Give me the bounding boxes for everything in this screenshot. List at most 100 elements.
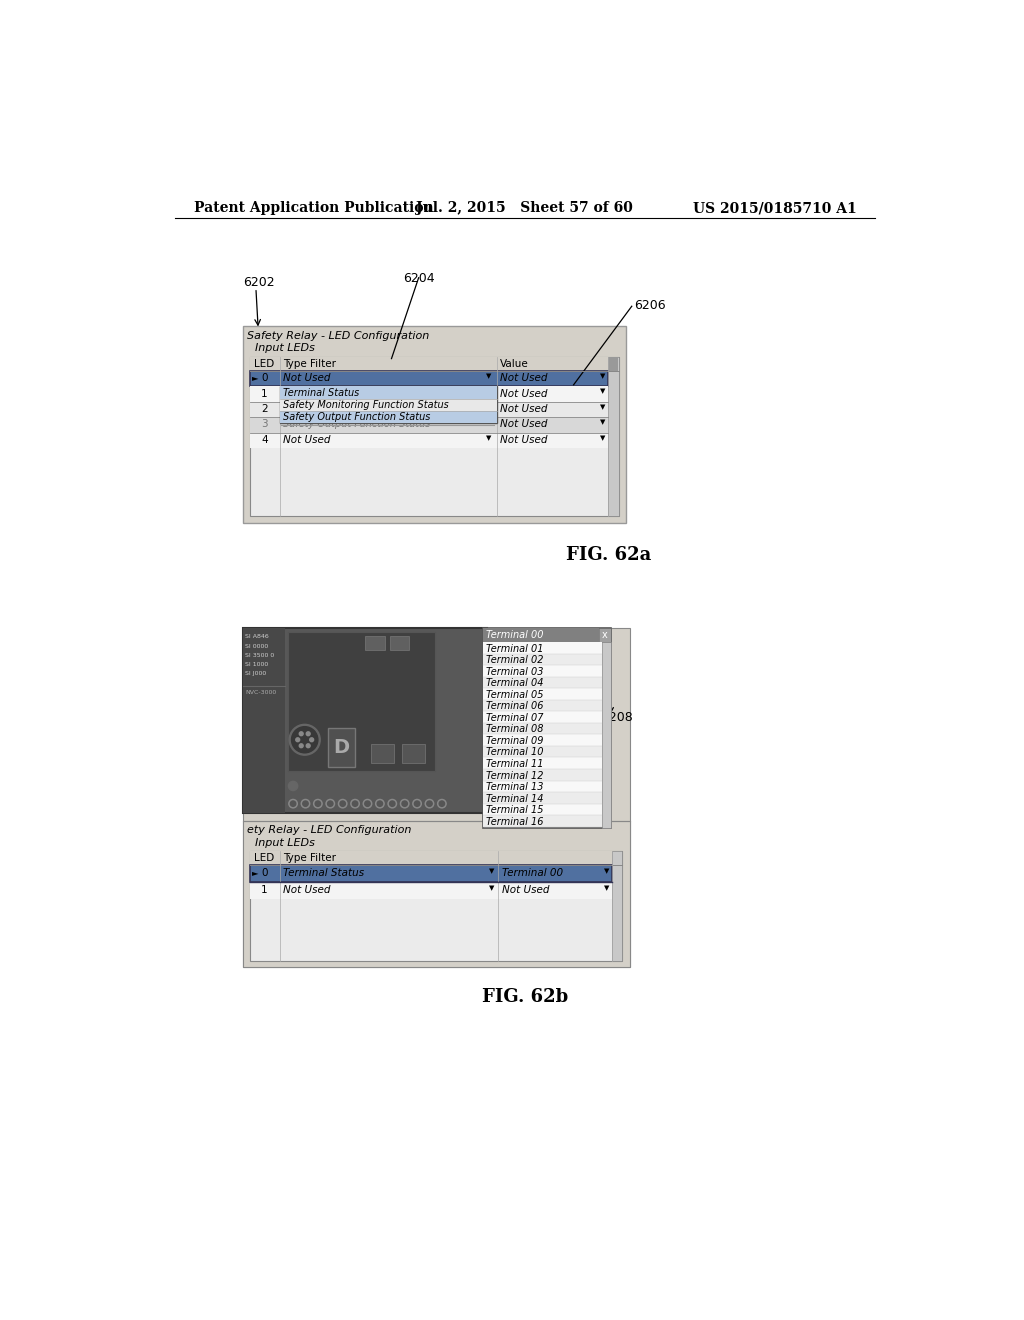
Bar (366, 636, 385, 649)
Bar (483, 642, 601, 653)
Text: Terminal 11: Terminal 11 (486, 759, 544, 770)
Text: Terminal 08: Terminal 08 (486, 725, 544, 734)
Bar (280, 387, 497, 424)
Text: ▼: ▼ (604, 886, 609, 891)
Text: x: x (602, 630, 608, 640)
Circle shape (303, 801, 308, 807)
Bar (608, 358, 617, 372)
Circle shape (437, 800, 446, 808)
Text: LED: LED (254, 853, 273, 863)
Text: Not Used: Not Used (283, 886, 331, 895)
Text: 6202: 6202 (243, 276, 274, 289)
Text: Not Used: Not Used (500, 388, 548, 399)
Text: Terminal Status: Terminal Status (283, 388, 359, 397)
Text: ▼: ▼ (600, 434, 605, 441)
Text: Terminal 09: Terminal 09 (486, 737, 544, 746)
Bar (483, 700, 601, 711)
Text: SI 1000: SI 1000 (245, 663, 268, 667)
Text: Terminal 02: Terminal 02 (486, 655, 544, 665)
Text: ►: ► (252, 869, 258, 878)
Circle shape (326, 800, 335, 808)
Text: ▼: ▼ (600, 420, 605, 425)
Text: Type Filter: Type Filter (283, 359, 336, 368)
Bar (251, 371, 607, 387)
Circle shape (351, 800, 359, 808)
Bar (483, 816, 601, 826)
Text: ▼: ▼ (489, 869, 495, 874)
Bar (280, 387, 497, 399)
Bar (328, 729, 355, 767)
Text: Not Used: Not Used (500, 420, 548, 429)
Circle shape (328, 801, 333, 807)
Text: 0: 0 (261, 869, 268, 878)
Circle shape (289, 725, 321, 755)
Text: Not Used: Not Used (283, 388, 331, 399)
Bar (390, 636, 410, 649)
Text: FIG. 62b: FIG. 62b (481, 989, 568, 1006)
Text: US 2015/0185710 A1: US 2015/0185710 A1 (693, 202, 856, 215)
Bar (251, 851, 623, 961)
Text: Not Used: Not Used (500, 374, 548, 383)
Circle shape (415, 801, 420, 807)
Circle shape (299, 744, 303, 747)
Bar (243, 326, 627, 523)
Bar (483, 734, 601, 746)
Text: Not Used: Not Used (283, 374, 331, 383)
Bar (483, 677, 601, 688)
Text: Terminal 15: Terminal 15 (486, 805, 544, 816)
Text: Not Used: Not Used (502, 886, 549, 895)
Text: Terminal Status: Terminal Status (283, 869, 365, 878)
Text: Terminal 05: Terminal 05 (486, 689, 544, 700)
Bar (483, 770, 601, 780)
Circle shape (315, 801, 321, 807)
Text: 3: 3 (261, 420, 268, 429)
Text: Safety Output Function Status: Safety Output Function Status (283, 412, 430, 422)
Text: Terminal 03: Terminal 03 (486, 667, 544, 677)
Bar (483, 723, 601, 734)
Text: NVC-3000: NVC-3000 (245, 689, 276, 694)
Bar (483, 792, 601, 804)
Circle shape (413, 800, 421, 808)
Text: ►: ► (252, 374, 258, 383)
Bar (251, 387, 607, 401)
Text: Not Used: Not Used (500, 404, 548, 414)
Text: Jul. 2, 2015   Sheet 57 of 60: Jul. 2, 2015 Sheet 57 of 60 (417, 202, 633, 215)
Bar (243, 628, 630, 966)
Bar (251, 358, 618, 516)
Text: ▼: ▼ (600, 404, 605, 411)
Text: Terminal 00: Terminal 00 (502, 869, 562, 878)
Text: 1: 1 (261, 886, 268, 895)
Text: ety Relay - LED Configuration: ety Relay - LED Configuration (248, 825, 412, 836)
Bar (251, 417, 607, 433)
Bar (243, 628, 286, 813)
Text: SI 3500 0: SI 3500 0 (245, 653, 274, 657)
Bar (243, 821, 630, 966)
Text: ▼: ▼ (600, 374, 605, 379)
Text: D: D (333, 738, 349, 756)
Circle shape (439, 801, 444, 807)
Circle shape (306, 744, 310, 747)
Text: 6204: 6204 (403, 272, 435, 285)
Text: Safety Output Function Status: Safety Output Function Status (283, 420, 430, 429)
Bar (251, 851, 623, 866)
Circle shape (309, 738, 313, 742)
Bar (483, 628, 599, 642)
Text: ▼: ▼ (486, 434, 492, 441)
Text: 1: 1 (261, 388, 268, 399)
Bar (371, 743, 394, 763)
Text: FIG. 62a: FIG. 62a (566, 545, 651, 564)
Text: ▼: ▼ (604, 869, 609, 874)
Text: Terminal 01: Terminal 01 (486, 644, 544, 653)
Circle shape (292, 726, 317, 752)
Text: Terminal 00: Terminal 00 (486, 630, 544, 640)
Circle shape (306, 731, 310, 735)
Text: Safety Monitoring Function Status: Safety Monitoring Function Status (283, 404, 449, 414)
Circle shape (338, 800, 347, 808)
Text: Terminal 10: Terminal 10 (486, 747, 544, 758)
Text: Not Used: Not Used (500, 434, 548, 445)
Circle shape (376, 800, 384, 808)
Circle shape (365, 801, 371, 807)
Bar (607, 358, 618, 516)
Bar (483, 653, 601, 665)
Circle shape (296, 738, 300, 742)
